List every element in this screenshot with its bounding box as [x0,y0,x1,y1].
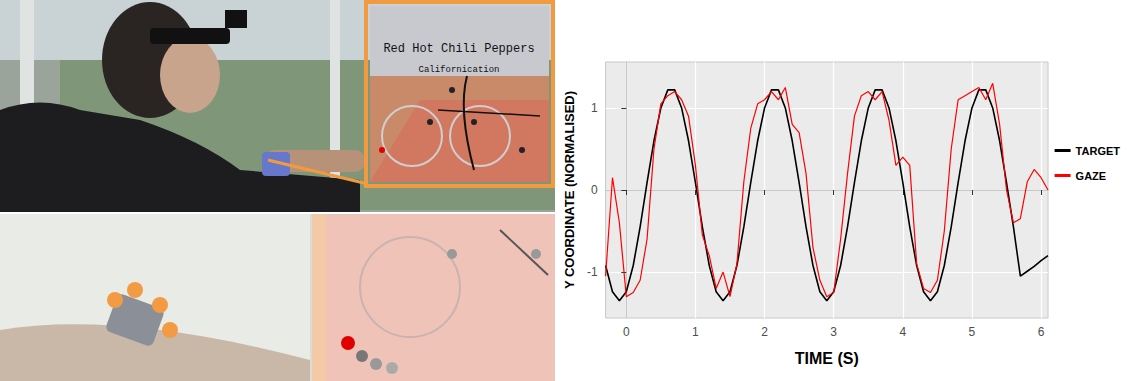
svg-text:TIME (S): TIME (S) [795,350,859,367]
svg-text:6: 6 [1038,325,1045,339]
svg-text:2: 2 [761,325,768,339]
svg-text:0: 0 [623,325,630,339]
svg-text:-1: -1 [587,265,598,279]
svg-text:5: 5 [969,325,976,339]
svg-text:TARGET: TARGET [1076,145,1121,157]
svg-text:3: 3 [830,325,837,339]
svg-text:1: 1 [591,101,598,115]
svg-text:Y COORDINATE (NORMALISED): Y COORDINATE (NORMALISED) [562,91,577,289]
svg-text:1: 1 [692,325,699,339]
svg-text:0: 0 [591,183,598,197]
svg-text:Californication: Californication [418,65,499,75]
svg-text:GAZE: GAZE [1076,170,1107,182]
svg-text:4: 4 [899,325,906,339]
svg-text:Red Hot Chili Peppers: Red Hot Chili Peppers [383,42,534,56]
